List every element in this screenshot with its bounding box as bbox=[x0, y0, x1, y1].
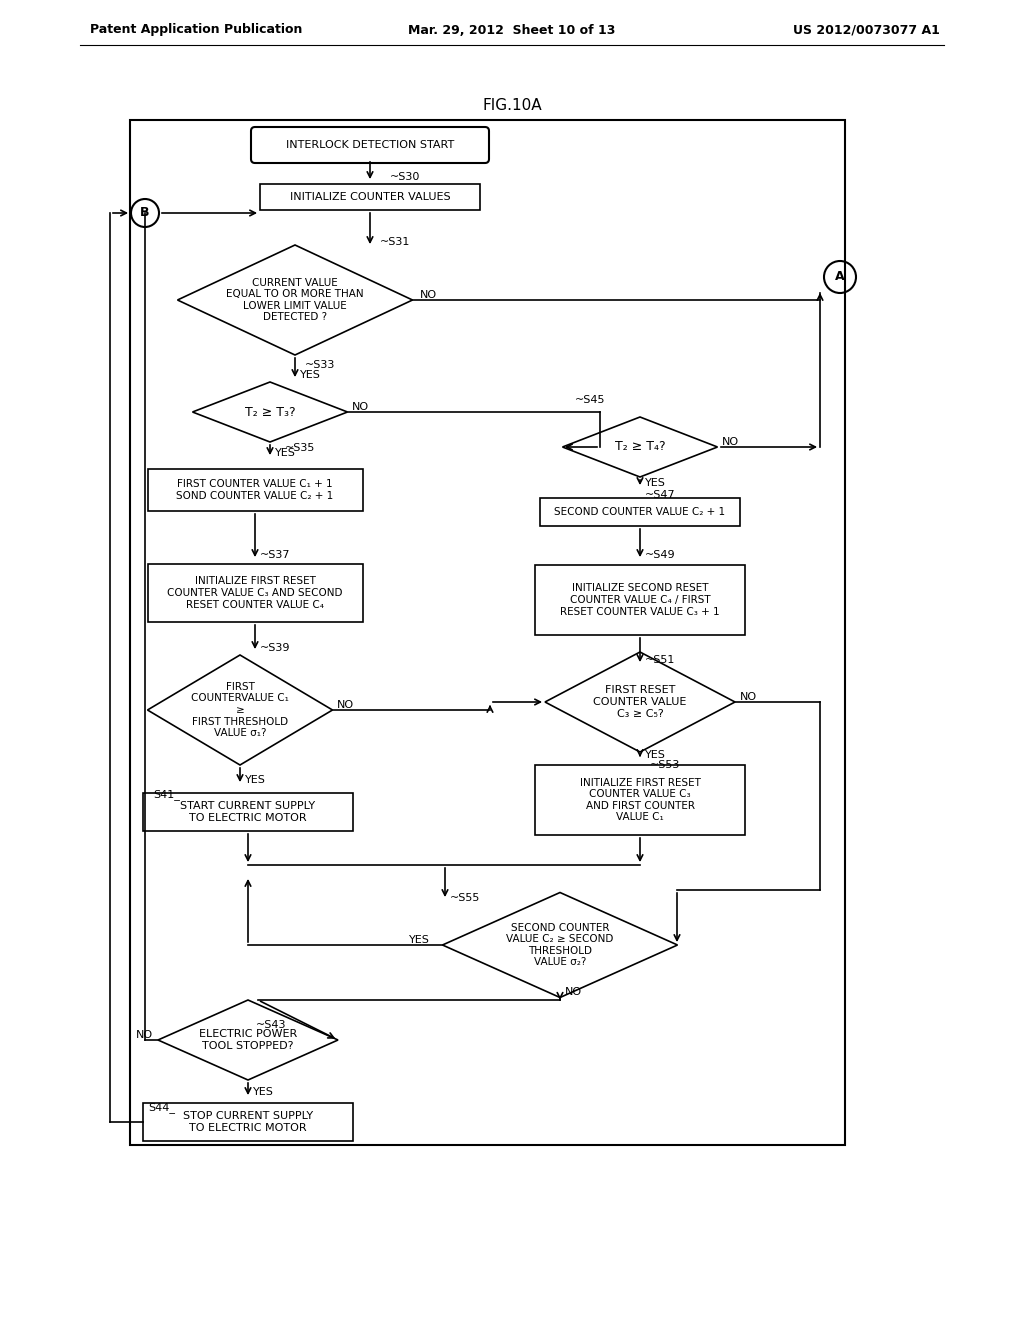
Text: Mar. 29, 2012  Sheet 10 of 13: Mar. 29, 2012 Sheet 10 of 13 bbox=[409, 24, 615, 37]
Text: INITIALIZE FIRST RESET
COUNTER VALUE C₃ AND SECOND
RESET COUNTER VALUE C₄: INITIALIZE FIRST RESET COUNTER VALUE C₃ … bbox=[167, 577, 343, 610]
Text: ~S31: ~S31 bbox=[380, 238, 411, 247]
Text: FIRST
COUNTERVALUE C₁
≥
FIRST THRESHOLD
VALUE σ₁?: FIRST COUNTERVALUE C₁ ≥ FIRST THRESHOLD … bbox=[191, 682, 289, 738]
Text: YES: YES bbox=[275, 447, 296, 458]
Text: A: A bbox=[836, 271, 845, 284]
Polygon shape bbox=[158, 1001, 338, 1080]
Text: INITIALIZE FIRST RESET
COUNTER VALUE C₃
AND FIRST COUNTER
VALUE C₁: INITIALIZE FIRST RESET COUNTER VALUE C₃ … bbox=[580, 777, 700, 822]
Text: T₂ ≥ T₃?: T₂ ≥ T₃? bbox=[245, 405, 295, 418]
Polygon shape bbox=[177, 246, 413, 355]
Polygon shape bbox=[562, 417, 718, 477]
Text: NO: NO bbox=[352, 403, 369, 412]
Text: ELECTRIC POWER
TOOL STOPPED?: ELECTRIC POWER TOOL STOPPED? bbox=[199, 1030, 297, 1051]
Text: YES: YES bbox=[253, 1086, 273, 1097]
Text: S41_: S41_ bbox=[154, 789, 180, 800]
Text: FIG.10A: FIG.10A bbox=[482, 98, 542, 112]
Text: YES: YES bbox=[410, 935, 430, 945]
Text: ~S39: ~S39 bbox=[260, 643, 291, 653]
Text: YES: YES bbox=[300, 370, 321, 380]
Text: FIRST COUNTER VALUE C₁ + 1
SOND COUNTER VALUE C₂ + 1: FIRST COUNTER VALUE C₁ + 1 SOND COUNTER … bbox=[176, 479, 334, 500]
Polygon shape bbox=[193, 381, 347, 442]
Text: ~S53: ~S53 bbox=[650, 760, 680, 770]
Text: STOP CURRENT SUPPLY
TO ELECTRIC MOTOR: STOP CURRENT SUPPLY TO ELECTRIC MOTOR bbox=[183, 1111, 313, 1133]
Text: B: B bbox=[140, 206, 150, 219]
Text: T₂ ≥ T₄?: T₂ ≥ T₄? bbox=[614, 441, 666, 454]
Text: INTERLOCK DETECTION START: INTERLOCK DETECTION START bbox=[286, 140, 454, 150]
Text: YES: YES bbox=[645, 750, 666, 760]
FancyBboxPatch shape bbox=[147, 469, 362, 511]
Circle shape bbox=[131, 199, 159, 227]
Text: NO: NO bbox=[565, 987, 582, 997]
Text: NO: NO bbox=[740, 692, 757, 702]
Polygon shape bbox=[147, 655, 333, 766]
Text: INITIALIZE SECOND RESET
COUNTER VALUE C₄ / FIRST
RESET COUNTER VALUE C₃ + 1: INITIALIZE SECOND RESET COUNTER VALUE C₄… bbox=[560, 583, 720, 616]
Polygon shape bbox=[545, 652, 735, 752]
Text: NO: NO bbox=[722, 437, 739, 447]
Text: ~S45: ~S45 bbox=[575, 395, 605, 405]
Text: SECOND COUNTER VALUE C₂ + 1: SECOND COUNTER VALUE C₂ + 1 bbox=[554, 507, 726, 517]
Text: FIRST RESET
COUNTER VALUE
C₃ ≥ C₅?: FIRST RESET COUNTER VALUE C₃ ≥ C₅? bbox=[593, 685, 687, 718]
Text: ~S49: ~S49 bbox=[645, 550, 676, 560]
Text: NO: NO bbox=[337, 700, 354, 710]
Text: ~S33: ~S33 bbox=[305, 360, 336, 370]
Text: NO: NO bbox=[420, 290, 437, 300]
Text: NO: NO bbox=[136, 1030, 153, 1040]
Text: YES: YES bbox=[245, 775, 266, 785]
Text: ~S51: ~S51 bbox=[645, 655, 676, 665]
Circle shape bbox=[824, 261, 856, 293]
Text: ~S55: ~S55 bbox=[450, 894, 480, 903]
FancyBboxPatch shape bbox=[260, 183, 480, 210]
FancyBboxPatch shape bbox=[540, 498, 740, 525]
FancyBboxPatch shape bbox=[535, 766, 745, 836]
FancyBboxPatch shape bbox=[251, 127, 489, 162]
Text: ~S30: ~S30 bbox=[390, 172, 421, 182]
Polygon shape bbox=[442, 892, 678, 998]
FancyBboxPatch shape bbox=[143, 793, 353, 832]
Text: Patent Application Publication: Patent Application Publication bbox=[90, 24, 302, 37]
FancyBboxPatch shape bbox=[535, 565, 745, 635]
Text: S44_: S44_ bbox=[148, 1102, 175, 1114]
Text: ~S37: ~S37 bbox=[260, 550, 291, 560]
Text: CURRENT VALUE
EQUAL TO OR MORE THAN
LOWER LIMIT VALUE
DETECTED ?: CURRENT VALUE EQUAL TO OR MORE THAN LOWE… bbox=[226, 277, 364, 322]
Text: US 2012/0073077 A1: US 2012/0073077 A1 bbox=[794, 24, 940, 37]
Text: YES: YES bbox=[645, 478, 666, 488]
FancyBboxPatch shape bbox=[143, 1104, 353, 1140]
Text: INITIALIZE COUNTER VALUES: INITIALIZE COUNTER VALUES bbox=[290, 191, 451, 202]
Text: ~S47: ~S47 bbox=[645, 490, 676, 500]
FancyBboxPatch shape bbox=[147, 564, 362, 622]
Text: START CURRENT SUPPLY
TO ELECTRIC MOTOR: START CURRENT SUPPLY TO ELECTRIC MOTOR bbox=[180, 801, 315, 822]
Text: SECOND COUNTER
VALUE C₂ ≥ SECOND
THRESHOLD
VALUE σ₂?: SECOND COUNTER VALUE C₂ ≥ SECOND THRESHO… bbox=[506, 923, 613, 968]
Text: ~S35: ~S35 bbox=[285, 444, 315, 453]
Text: ~S43: ~S43 bbox=[256, 1020, 287, 1030]
